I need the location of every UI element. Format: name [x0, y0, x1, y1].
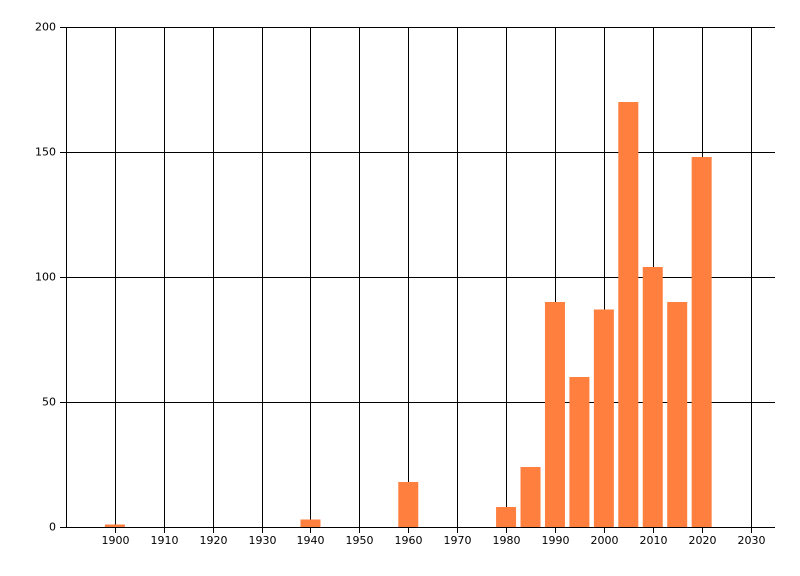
x-tick-label: 2010 — [640, 534, 668, 547]
bar — [618, 102, 639, 527]
y-tick-label: 0 — [49, 521, 56, 534]
x-tick-label: 2030 — [738, 534, 766, 547]
bar — [104, 524, 125, 527]
x-tick-label: 1970 — [444, 534, 472, 547]
x-tick-label: 1990 — [542, 534, 570, 547]
y-tick-label: 200 — [35, 21, 56, 34]
x-tick-label: 1940 — [297, 534, 325, 547]
bar — [496, 507, 517, 527]
bar — [642, 267, 663, 527]
x-tick-label: 1960 — [395, 534, 423, 547]
bar — [569, 377, 590, 527]
y-tick-label: 150 — [35, 146, 56, 159]
bar — [593, 309, 614, 527]
x-tick-label: 1910 — [151, 534, 179, 547]
bar — [300, 519, 321, 527]
x-tick-label: 1980 — [493, 534, 521, 547]
bar — [520, 467, 541, 527]
bar — [667, 302, 688, 527]
x-tick-label: 2020 — [689, 534, 717, 547]
x-tick-label: 2000 — [591, 534, 619, 547]
x-tick-label: 1930 — [249, 534, 277, 547]
y-tick-label: 100 — [35, 271, 56, 284]
x-tick-label: 1920 — [200, 534, 228, 547]
x-tick-label: 1950 — [346, 534, 374, 547]
y-tick-label: 50 — [42, 396, 56, 409]
x-tick-label: 1900 — [102, 534, 130, 547]
bar — [691, 157, 712, 527]
bar — [398, 482, 419, 527]
bar — [544, 302, 565, 527]
